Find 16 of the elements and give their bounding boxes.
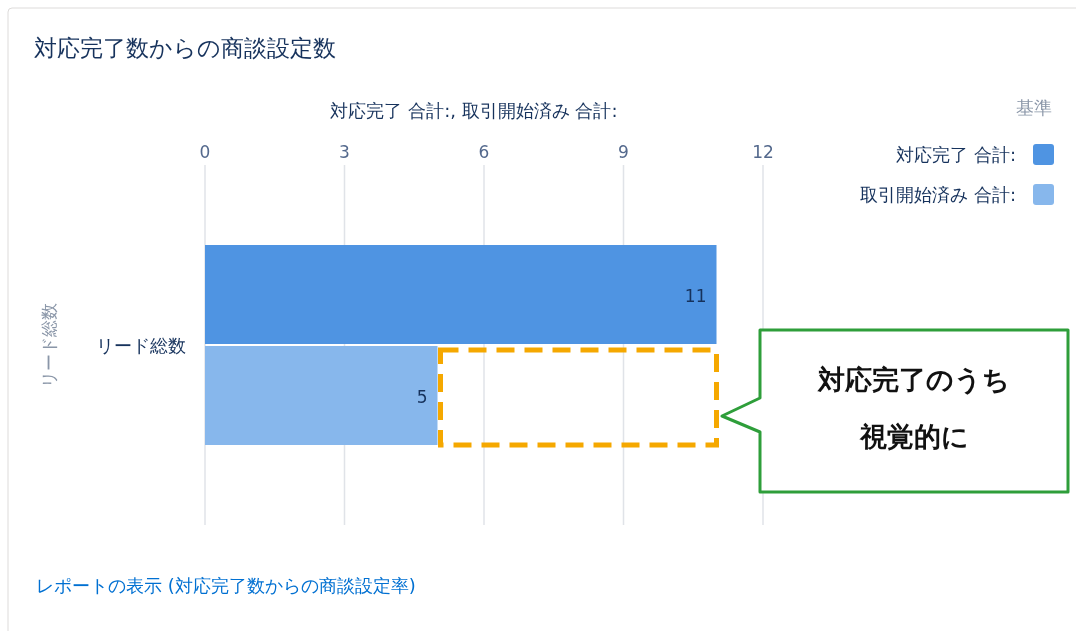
- text: 対応完了のうち: [817, 364, 1010, 395]
- x-tick-label: 6: [478, 142, 490, 162]
- legend-title: 基準: [1016, 97, 1052, 118]
- legend-label: 対応完了 合計:: [896, 144, 1016, 165]
- data-label: 11: [684, 285, 707, 306]
- legend-label: 取引開始済み 合計:: [860, 184, 1016, 205]
- x-tick-label: 9: [618, 142, 629, 162]
- x-axis-title: 対応完了 合計:, 取引開始済み 合計:: [330, 100, 618, 121]
- text: レポートの表示 (対応完了数からの商談設定率): [36, 575, 416, 596]
- text: 視覚的に: [858, 421, 969, 452]
- chart-title: 対応完了数からの商談設定数: [34, 35, 336, 61]
- x-tick-label: 3: [339, 142, 350, 162]
- x-tick-label: 0: [199, 142, 211, 162]
- y-axis-title: リード総数: [39, 302, 59, 388]
- data-label: 5: [416, 386, 428, 407]
- x-tick-label: 12: [752, 142, 774, 162]
